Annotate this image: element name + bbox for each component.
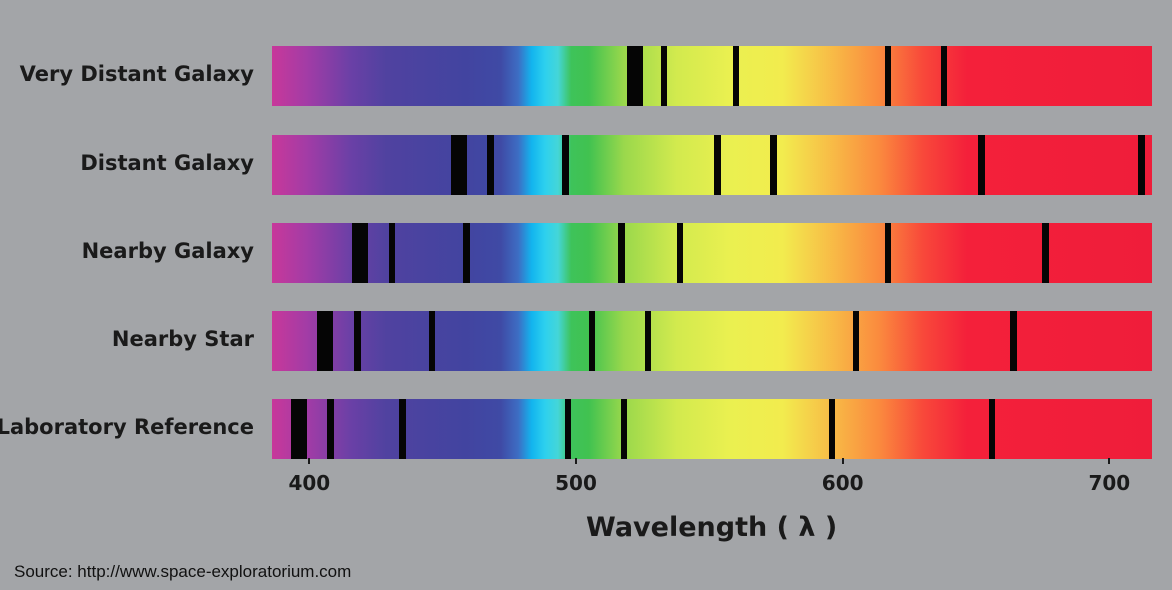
tick-label-400: 400	[288, 471, 331, 495]
absorption-line	[828, 399, 836, 459]
absorption-line	[852, 311, 860, 371]
absorption-line	[564, 399, 572, 459]
absorption-line	[618, 223, 625, 283]
tick-mark	[575, 458, 577, 464]
absorption-line	[714, 135, 721, 195]
absorption-line	[1010, 311, 1017, 371]
row-label-laboratory-reference: Laboratory Reference	[0, 415, 254, 439]
absorption-line	[1138, 135, 1145, 195]
absorption-line	[988, 399, 996, 459]
row-label-very-distant-galaxy: Very Distant Galaxy	[19, 62, 254, 86]
absorption-line	[644, 311, 652, 371]
tick-label-600: 600	[821, 471, 864, 495]
absorption-line	[978, 135, 985, 195]
absorption-line	[884, 46, 892, 106]
absorption-line	[317, 311, 334, 371]
absorption-line	[327, 399, 334, 459]
absorption-line	[487, 135, 494, 195]
tick-mark	[308, 458, 311, 464]
wavelength-axis	[272, 458, 1152, 478]
absorption-line	[588, 311, 596, 371]
tick-label-700: 700	[1088, 471, 1131, 495]
spectrum-very-distant-galaxy	[272, 46, 1152, 106]
absorption-line	[1042, 223, 1049, 283]
absorption-line	[676, 223, 684, 283]
absorption-line	[463, 223, 470, 283]
spectrum-distant-galaxy	[272, 135, 1152, 195]
absorption-line	[428, 311, 436, 371]
absorption-line	[562, 135, 569, 195]
absorption-line	[770, 135, 777, 195]
absorption-line	[884, 223, 892, 283]
absorption-line	[732, 46, 740, 106]
absorption-line	[940, 46, 948, 106]
spectrum-nearby-star	[272, 311, 1152, 371]
absorption-line	[626, 46, 643, 106]
absorption-line	[352, 223, 368, 283]
row-label-distant-galaxy: Distant Galaxy	[80, 151, 254, 175]
axis-title: Wavelength ( λ )	[586, 512, 838, 543]
tick-mark	[1108, 458, 1111, 464]
absorption-line	[620, 399, 628, 459]
absorption-line	[450, 135, 467, 195]
absorption-line	[290, 399, 307, 459]
row-label-nearby-galaxy: Nearby Galaxy	[81, 239, 254, 263]
spectrum-nearby-galaxy	[272, 223, 1152, 283]
source-credit: Source: http://www.space-exploratorium.c…	[14, 562, 352, 581]
tick-label-500: 500	[555, 471, 597, 495]
row-label-nearby-star: Nearby Star	[111, 327, 254, 351]
tick-mark	[841, 458, 844, 464]
spectrum-laboratory-reference	[272, 399, 1152, 459]
absorption-line	[354, 311, 361, 371]
absorption-line	[399, 399, 406, 459]
absorption-line	[660, 46, 668, 106]
absorption-line	[388, 223, 396, 283]
